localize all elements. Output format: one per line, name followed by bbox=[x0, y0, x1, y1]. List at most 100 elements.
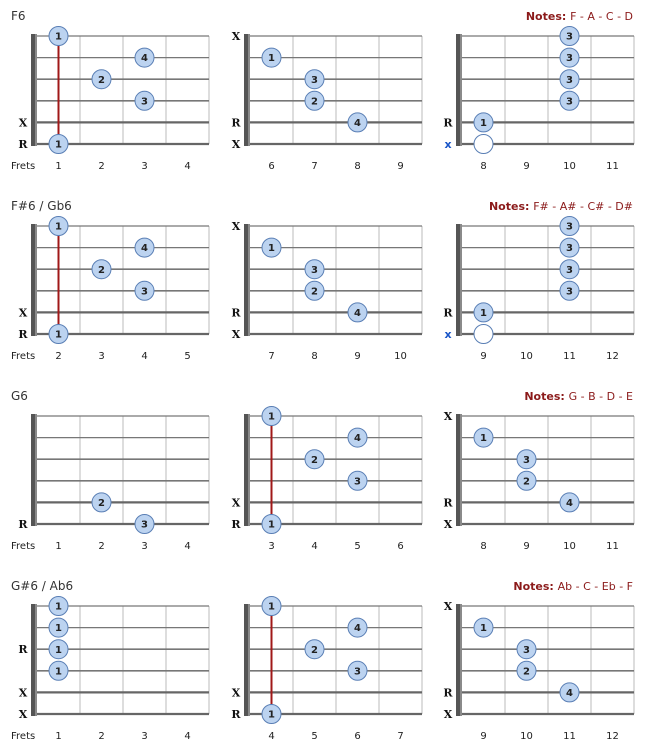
dot-circle bbox=[134, 90, 155, 111]
nut bbox=[244, 414, 250, 526]
nut-edge bbox=[460, 604, 462, 716]
dot-circle bbox=[134, 237, 155, 258]
finger-number: 3 bbox=[566, 32, 573, 43]
fret-number: 9 bbox=[354, 351, 360, 362]
nut bbox=[31, 604, 37, 716]
dot-circle bbox=[473, 324, 494, 344]
root-marker: R bbox=[443, 686, 453, 699]
finger-dot: 1 bbox=[261, 47, 282, 68]
dot-circle bbox=[347, 302, 368, 323]
chord-title: F#6 / Gb6 bbox=[11, 199, 72, 213]
finger-number: 4 bbox=[354, 308, 361, 319]
dot-circle bbox=[559, 90, 580, 111]
fret-number: 11 bbox=[563, 351, 576, 362]
finger-number: 2 bbox=[98, 265, 105, 276]
finger-dot: 3 bbox=[559, 69, 580, 90]
fret-number: 12 bbox=[606, 351, 619, 362]
root-marker: R bbox=[231, 518, 241, 531]
frets-label: Frets bbox=[11, 541, 35, 552]
finger-dot: 3 bbox=[134, 90, 155, 111]
finger-dot: 1 bbox=[473, 302, 494, 323]
finger-number: 3 bbox=[141, 286, 148, 297]
dot-circle bbox=[48, 617, 69, 638]
finger-number: 3 bbox=[566, 53, 573, 64]
chord-diagram: 1 2 3 4 RX 1 4 2 3 1 bbox=[18, 26, 210, 172]
finger-dot: 3 bbox=[559, 259, 580, 280]
nut-edge bbox=[35, 224, 37, 336]
dot-circle bbox=[347, 470, 368, 491]
fret-number: 4 bbox=[184, 541, 190, 552]
finger-number: 3 bbox=[141, 96, 148, 107]
finger-number: 2 bbox=[311, 96, 318, 107]
finger-dot: 3 bbox=[516, 449, 537, 470]
finger-number: 4 bbox=[566, 498, 573, 509]
finger-number: 1 bbox=[480, 308, 487, 319]
finger-number: 3 bbox=[566, 222, 573, 233]
dot-circle bbox=[516, 639, 537, 660]
chord-row-1: F#6 / Gb6 Notes: F# - A# - C# - D# Frets 2 3… bbox=[11, 199, 635, 362]
fret-number: 7 bbox=[268, 351, 274, 362]
nut-edge bbox=[248, 604, 250, 716]
finger-dot: 4 bbox=[347, 617, 368, 638]
finger-dot: 4 bbox=[347, 112, 368, 133]
dot-circle bbox=[134, 280, 155, 301]
finger-number: 3 bbox=[354, 476, 361, 487]
nut-edge bbox=[35, 414, 37, 526]
finger-dot: 2 bbox=[516, 660, 537, 681]
nut-edge bbox=[460, 34, 462, 146]
fret-number: 6 bbox=[354, 731, 360, 742]
fret-number: 11 bbox=[606, 161, 619, 172]
finger-number: 3 bbox=[566, 75, 573, 86]
nut bbox=[456, 414, 462, 526]
fret-number: 12 bbox=[606, 731, 619, 742]
finger-dot: 3 bbox=[559, 237, 580, 258]
finger-number: 4 bbox=[141, 243, 148, 254]
finger-number: 3 bbox=[523, 645, 530, 656]
finger-number: 1 bbox=[55, 32, 62, 43]
dot-circle bbox=[261, 596, 282, 616]
chord-title: G#6 / Ab6 bbox=[11, 579, 73, 593]
dot-circle bbox=[91, 69, 112, 90]
finger-number: 1 bbox=[268, 412, 275, 423]
open-dot bbox=[473, 134, 494, 154]
chord-diagram: 9 10 11 12 Rx 3 3 3 3 1 bbox=[443, 216, 635, 362]
chord-diagram: 8 9 10 11 Rx 3 3 3 3 1 bbox=[443, 26, 635, 172]
finger-number: 1 bbox=[55, 623, 62, 634]
frets-label: Frets bbox=[11, 161, 35, 172]
fret-number: 11 bbox=[606, 541, 619, 552]
chord-notes: Notes: F# - A# - C# - D# bbox=[489, 200, 633, 213]
finger-dot: 3 bbox=[559, 90, 580, 111]
notes-label: Notes: bbox=[489, 200, 533, 213]
notes-value: Ab - C - Eb - F bbox=[558, 580, 633, 593]
fret-number: 1 bbox=[55, 161, 61, 172]
finger-dot: 1 bbox=[473, 112, 494, 133]
dot-circle bbox=[134, 47, 155, 68]
dot-circle bbox=[48, 596, 69, 616]
root-marker: R bbox=[231, 708, 241, 721]
dot-circle bbox=[91, 259, 112, 280]
fret-number: 7 bbox=[311, 161, 317, 172]
finger-dot: 1 bbox=[261, 514, 282, 534]
finger-number: 3 bbox=[566, 265, 573, 276]
dot-circle bbox=[304, 449, 325, 470]
mute-marker: X bbox=[444, 518, 453, 531]
finger-number: 3 bbox=[354, 666, 361, 677]
finger-number: 2 bbox=[311, 645, 318, 656]
mute-marker: x bbox=[444, 138, 451, 151]
fret-number: 8 bbox=[480, 541, 486, 552]
dot-circle bbox=[473, 427, 494, 448]
mute-marker: X bbox=[232, 220, 241, 233]
finger-dot: 1 bbox=[48, 216, 69, 236]
frets-label: Frets bbox=[11, 731, 35, 742]
dot-circle bbox=[347, 660, 368, 681]
finger-number: 1 bbox=[480, 118, 487, 129]
dot-circle bbox=[559, 280, 580, 301]
dot-circle bbox=[48, 134, 69, 154]
mute-marker: X bbox=[232, 686, 241, 699]
root-marker: R bbox=[443, 306, 453, 319]
finger-number: 3 bbox=[523, 455, 530, 466]
finger-dot: 4 bbox=[559, 492, 580, 513]
mute-marker: X bbox=[444, 708, 453, 721]
